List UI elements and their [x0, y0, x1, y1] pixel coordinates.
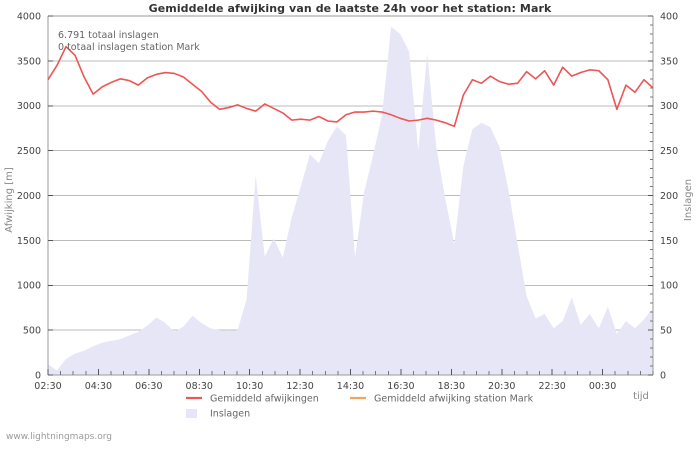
x-axis-tick-label: 18:30 — [438, 381, 465, 392]
x-axis-tick-label: 12:30 — [286, 381, 313, 392]
x-axis-tick-label: 20:30 — [488, 381, 515, 392]
y-axis-left-tick-label: 2500 — [17, 146, 41, 157]
x-axis-tick-label: 08:30 — [186, 381, 213, 392]
y-axis-right: 0 50 100 150 200 250 300 350 400 — [648, 11, 678, 381]
y-axis-right-tick-label: 350 — [660, 56, 678, 67]
chart-legend: Gemiddeld afwijkingen Gemiddeld afwijking… — [186, 394, 534, 420]
y-axis-right-tick-label: 300 — [660, 101, 678, 112]
y-axis-right-title: Inslagen — [683, 179, 694, 221]
legend-label: Gemiddeld afwijking station Mark — [374, 394, 534, 405]
legend-item[interactable]: Gemiddeld afwijking station Mark — [350, 394, 534, 405]
y-axis-left-title: Afwijking [m] — [4, 167, 15, 233]
y-axis-right-tick-label: 50 — [660, 326, 672, 337]
x-axis: 02:30 04:30 06:30 08:30 10:30 12:30 14:30 16:30… — [34, 369, 654, 392]
annotation-total-strikes: 6.791 totaal inslagen — [58, 30, 159, 41]
y-axis-left-tick-label: 3000 — [17, 101, 41, 112]
legend-item[interactable]: Inslagen — [186, 409, 250, 420]
footer-url: www.lightningmaps.org — [6, 432, 112, 442]
y-axis-right-tick-label: 0 — [660, 370, 666, 381]
x-axis-tick-label: 16:30 — [387, 381, 414, 392]
x-axis-title: tijd — [633, 391, 649, 402]
y-axis-left: 0 500 1000 1500 2000 2500 3000 3500 4000 — [17, 11, 53, 381]
y-axis-left-tick-label: 2000 — [17, 191, 41, 202]
x-axis-tick-label: 22:30 — [538, 381, 565, 392]
legend-label: Inslagen — [210, 409, 250, 420]
x-axis-tick-label: 10:30 — [236, 381, 263, 392]
y-axis-left-tick-label: 1500 — [17, 236, 41, 247]
y-axis-left-tick-label: 500 — [23, 326, 41, 337]
x-axis-tick-label: 14:30 — [337, 381, 364, 392]
x-axis-tick-label: 06:30 — [135, 381, 162, 392]
y-axis-left-tick-label: 3500 — [17, 56, 41, 67]
x-axis-tick-label: 04:30 — [85, 381, 112, 392]
y-axis-right-tick-label: 200 — [660, 191, 678, 202]
legend-label: Gemiddeld afwijkingen — [210, 394, 319, 405]
y-axis-left-tick-label: 0 — [35, 370, 41, 381]
x-axis-tick-label: 02:30 — [34, 381, 61, 392]
legend-swatch-icon — [186, 409, 197, 418]
y-axis-left-tick-label: 1000 — [17, 281, 41, 292]
y-axis-left-tick-label: 4000 — [17, 11, 41, 22]
afwijkingen-line-series — [47, 45, 654, 128]
inslagen-area-series — [48, 26, 653, 376]
legend-item[interactable]: Gemiddeld afwijkingen — [186, 394, 319, 405]
y-axis-right-tick-label: 400 — [660, 11, 678, 22]
annotation-station-strikes: 0 totaal inslagen station Mark — [58, 42, 200, 53]
y-axis-right-tick-label: 150 — [660, 236, 678, 247]
chart-title: Gemiddelde afwijking van de laatste 24h … — [148, 2, 552, 15]
y-axis-right-tick-label: 100 — [660, 281, 678, 292]
y-axis-right-tick-label: 250 — [660, 146, 678, 157]
x-axis-tick-label: 00:30 — [589, 381, 616, 392]
